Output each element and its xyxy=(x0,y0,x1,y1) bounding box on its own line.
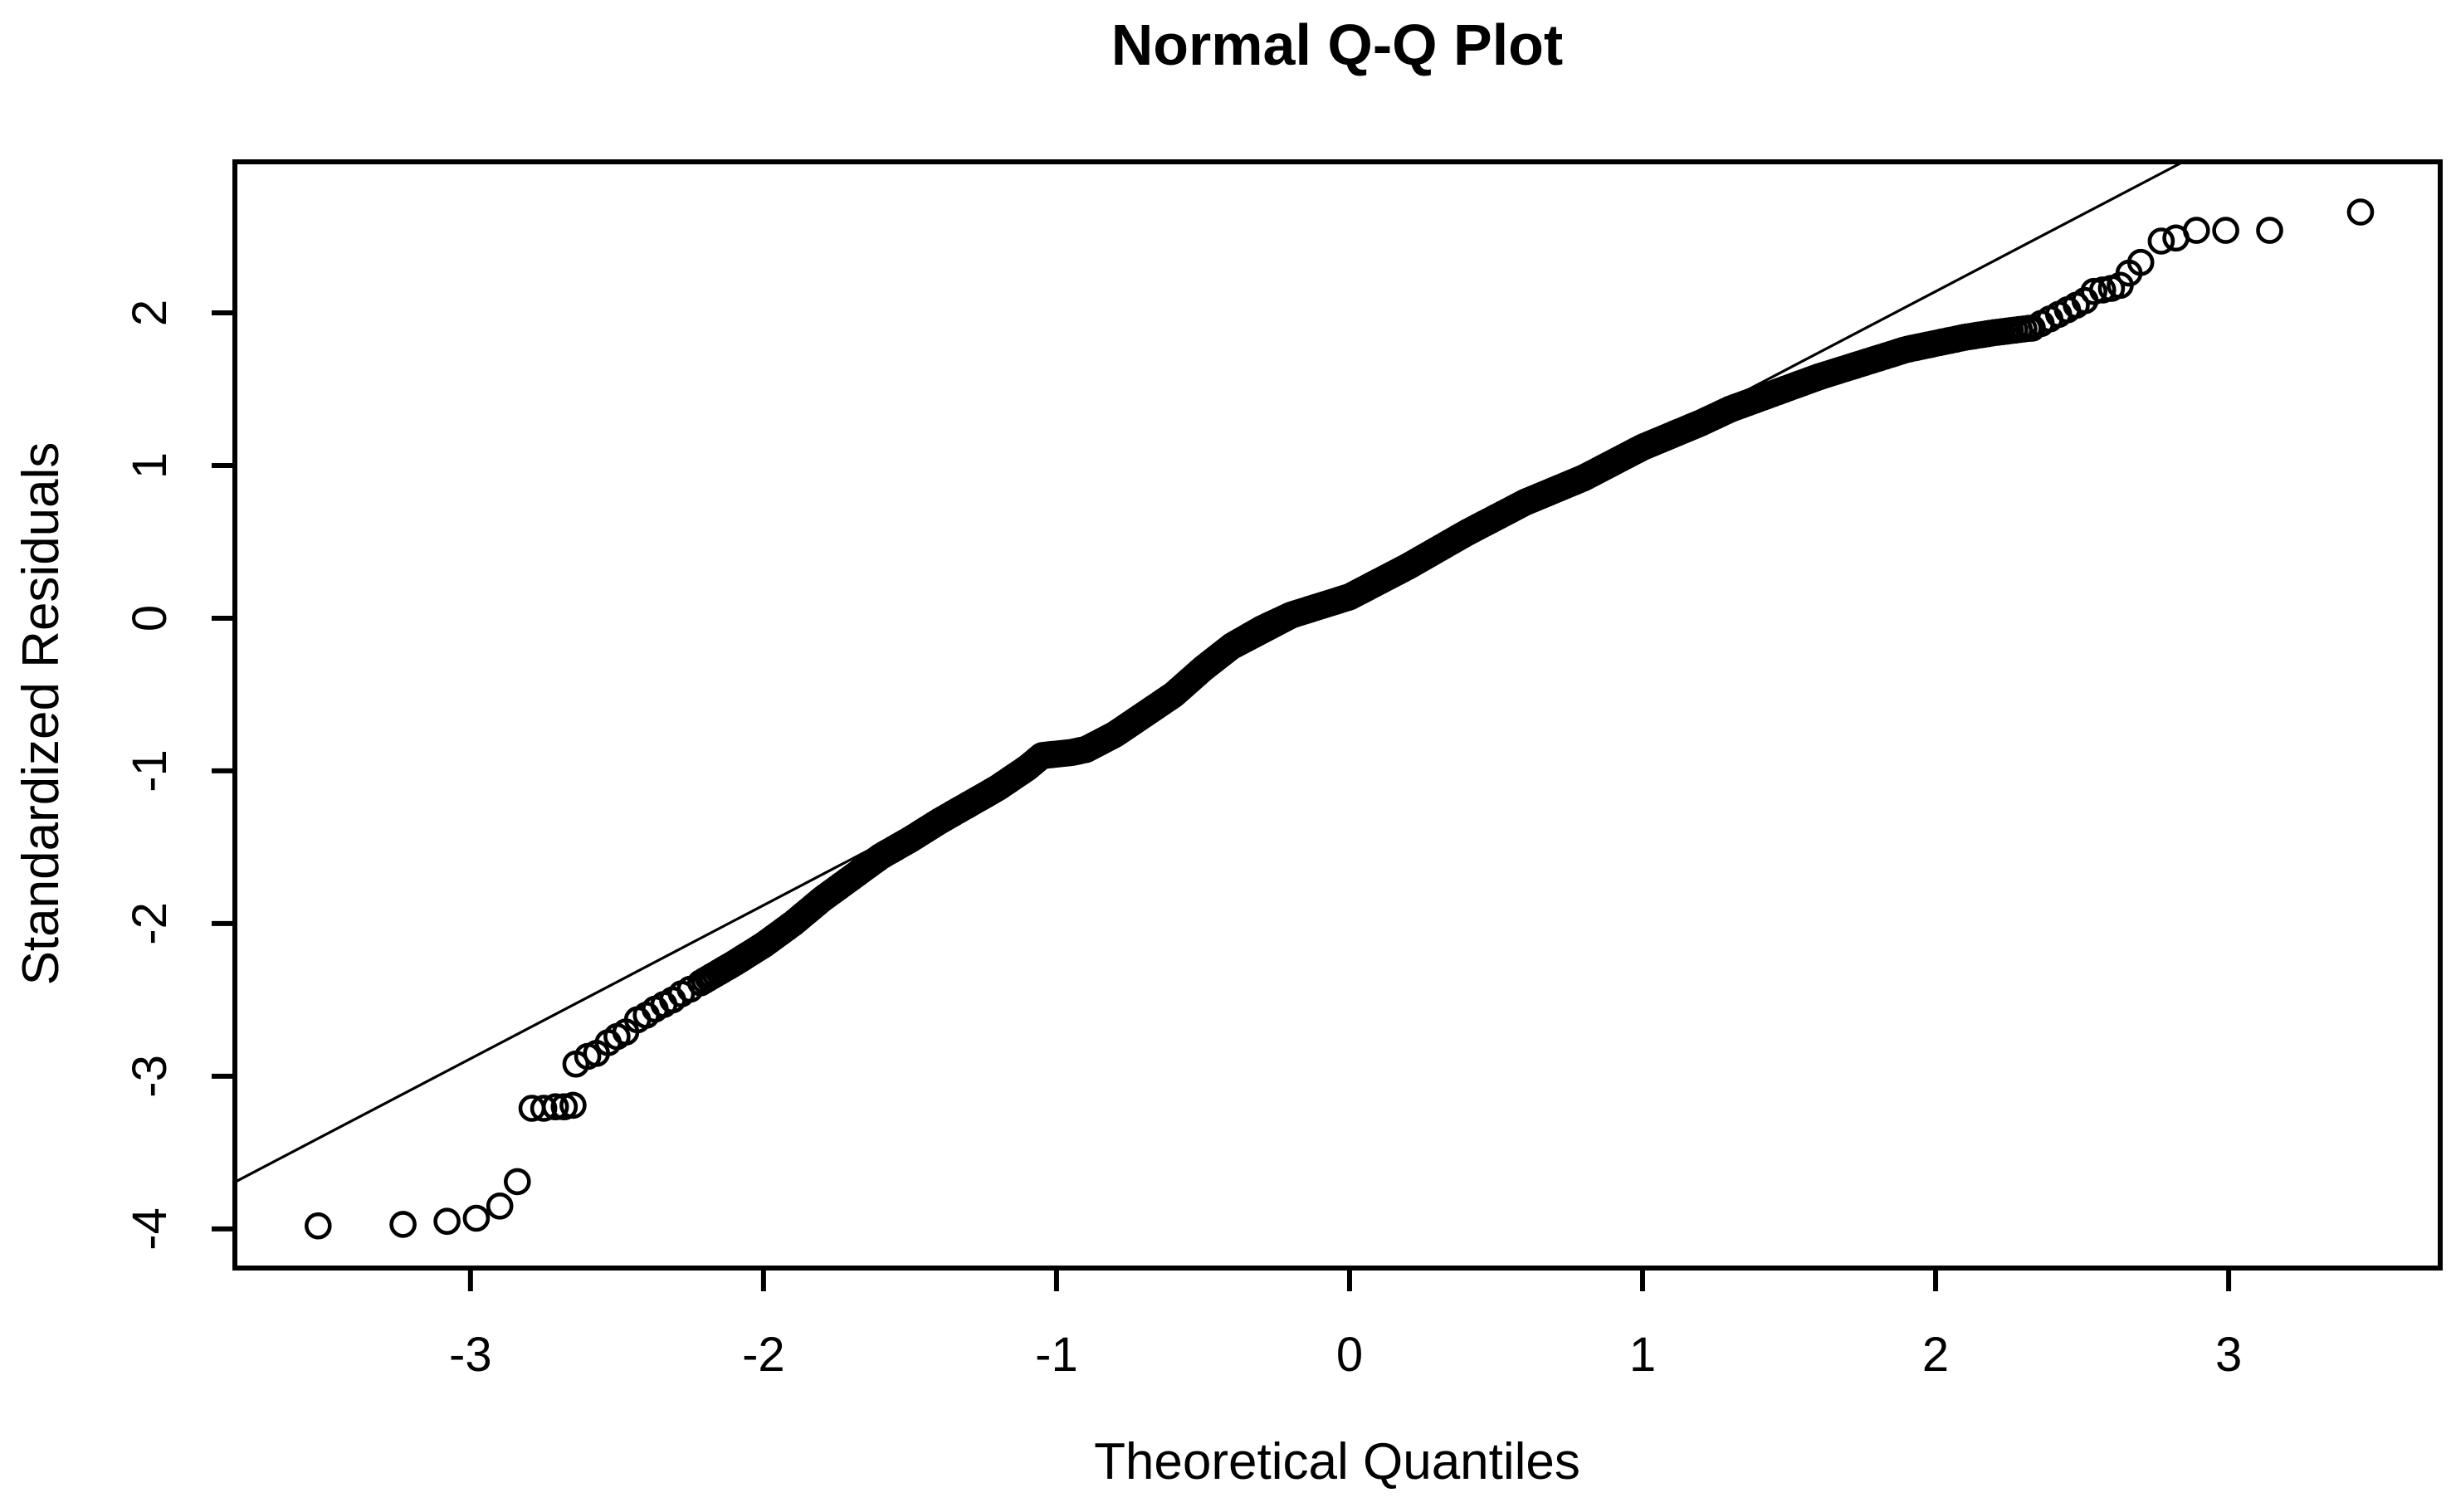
x-tick-label: 1 xyxy=(1629,1328,1656,1382)
plot-box xyxy=(232,159,2443,1271)
qq-points xyxy=(305,198,2375,1240)
y-tick-label: 0 xyxy=(123,605,177,632)
chart-title: Normal Q-Q Plot xyxy=(1111,12,1563,77)
x-tick-label: 3 xyxy=(2215,1328,2242,1382)
y-tick-label: -1 xyxy=(123,749,177,793)
x-axis-ticks: -3 -2 -1 0 1 2 3 xyxy=(449,1268,2242,1382)
x-tick-label: 0 xyxy=(1336,1328,1363,1382)
x-tick-label: -2 xyxy=(742,1328,785,1382)
x-axis-title: Theoretical Quantiles xyxy=(1094,1433,1580,1490)
x-tick-label: -1 xyxy=(1035,1328,1078,1382)
data-point-circles xyxy=(305,198,2375,1240)
y-tick-label: -2 xyxy=(123,902,177,945)
x-tick-label: 2 xyxy=(1922,1328,1949,1382)
y-tick-label: 2 xyxy=(123,300,177,326)
y-tick-label: 1 xyxy=(123,452,177,479)
x-tick-label: -3 xyxy=(449,1328,492,1382)
y-tick-label: -4 xyxy=(123,1207,177,1251)
y-axis-ticks: -4 -3 -2 -1 0 1 2 xyxy=(123,300,235,1251)
y-axis-title: Standardized Residuals xyxy=(12,442,70,986)
y-tick-label: -3 xyxy=(123,1055,177,1098)
